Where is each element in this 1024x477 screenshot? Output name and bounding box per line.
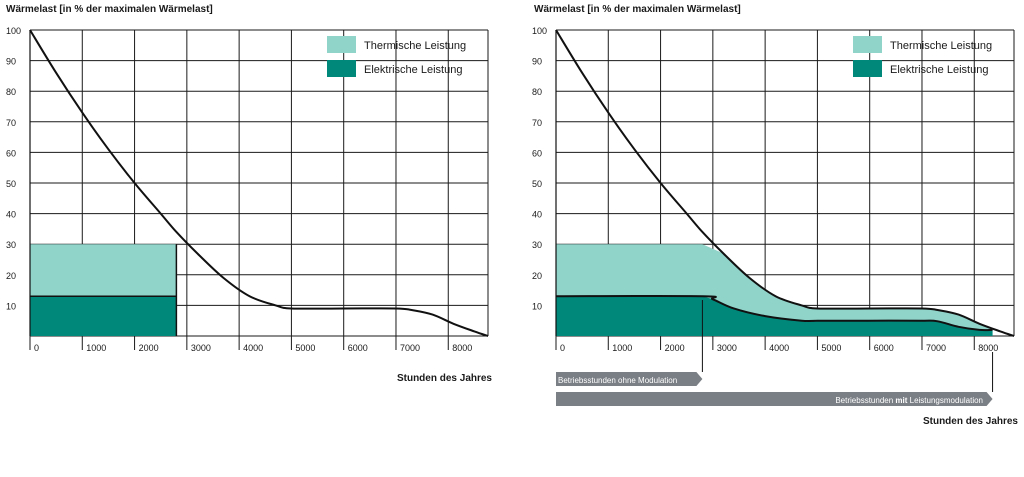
y-tick-label: 50 <box>532 179 542 189</box>
chart-right-arrows: Betriebsstunden ohne Modulation Betriebs… <box>556 300 994 406</box>
y-tick-label: 70 <box>6 118 16 128</box>
chart-left-areas <box>30 244 177 336</box>
y-tick-label: 60 <box>6 148 16 158</box>
y-tick-label: 100 <box>6 26 21 36</box>
chart-left-title: Wärmelast [in % der maximalen Wärmelast] <box>6 4 213 15</box>
legend-label-thermal: Thermische Leistung <box>364 40 466 52</box>
chart-right-x-label: Stunden des Jahres <box>923 416 1018 427</box>
x-tick-label: 6000 <box>874 343 894 353</box>
x-tick-label: 0 <box>560 343 565 353</box>
y-tick-label: 20 <box>6 271 16 281</box>
x-tick-label: 7000 <box>926 343 946 353</box>
chart-left-x-label: Stunden des Jahres <box>397 373 492 384</box>
chart-right-y-ticks: 10 20 30 40 50 60 70 80 90 100 <box>532 26 547 311</box>
x-tick-label: 5000 <box>295 343 315 353</box>
area-electrical <box>556 296 993 336</box>
electrical-curve <box>555 294 993 332</box>
x-tick-label: 1000 <box>612 343 632 353</box>
chart-right-curves <box>555 29 1015 337</box>
chart-right: Wärmelast [in % der maximalen Wärmelast]… <box>532 4 1018 427</box>
arrow-without-modulation <box>556 372 703 386</box>
y-tick-label: 40 <box>532 210 542 220</box>
x-tick-label: 3000 <box>191 343 211 353</box>
x-tick-label: 2000 <box>139 343 159 353</box>
y-tick-label: 80 <box>532 87 542 97</box>
chart-left-legend: Thermische Leistung Elektrische Leistung <box>327 36 466 77</box>
legend-swatch-thermal <box>853 36 882 53</box>
y-tick-label: 50 <box>6 179 16 189</box>
chart-right-title: Wärmelast [in % der maximalen Wärmelast] <box>534 4 741 15</box>
chart-left-y-ticks: 10 20 30 40 50 60 70 80 90 100 <box>6 26 21 311</box>
legend-label-thermal: Thermische Leistung <box>890 40 992 52</box>
x-tick-label: 5000 <box>821 343 841 353</box>
y-tick-label: 90 <box>6 57 16 67</box>
load-duration-curve <box>555 29 1015 337</box>
chart-left-x-ticks: 0 1000 2000 3000 4000 5000 6000 7000 8000 <box>34 343 472 353</box>
y-tick-label: 60 <box>532 148 542 158</box>
y-tick-label: 30 <box>6 240 16 250</box>
x-tick-label: 7000 <box>400 343 420 353</box>
y-tick-label: 10 <box>532 301 542 311</box>
chart-right-areas <box>556 244 993 336</box>
x-tick-label: 1000 <box>86 343 106 353</box>
legend-swatch-electrical <box>853 60 882 77</box>
legend-swatch-thermal <box>327 36 356 53</box>
x-tick-label: 4000 <box>769 343 789 353</box>
x-tick-label: 0 <box>34 343 39 353</box>
x-tick-label: 3000 <box>717 343 737 353</box>
y-tick-label: 30 <box>532 240 542 250</box>
arrow-without-modulation-label: Betriebsstunden ohne Modulation <box>558 376 677 385</box>
x-tick-label: 6000 <box>348 343 368 353</box>
x-tick-label: 8000 <box>452 343 472 353</box>
chart-left-curves <box>29 29 489 337</box>
legend-label-electrical: Elektrische Leistung <box>364 64 462 76</box>
y-tick-label: 90 <box>532 57 542 67</box>
x-tick-label: 4000 <box>243 343 263 353</box>
x-tick-label: 2000 <box>665 343 685 353</box>
chart-right-x-ticks: 0 1000 2000 3000 4000 5000 6000 7000 8000 <box>560 343 998 353</box>
chart-right-legend: Thermische Leistung Elektrische Leistung <box>853 36 992 77</box>
y-tick-label: 20 <box>532 271 542 281</box>
y-tick-label: 10 <box>6 301 16 311</box>
arrow-with-modulation-label-bold: mit <box>895 396 907 405</box>
legend-label-electrical: Elektrische Leistung <box>890 64 988 76</box>
x-tick-label: 8000 <box>978 343 998 353</box>
chart-left: Wärmelast [in % der maximalen Wärmelast]… <box>6 4 492 384</box>
arrow-with-modulation <box>556 392 993 406</box>
y-tick-label: 80 <box>6 87 16 97</box>
legend-swatch-electrical <box>327 60 356 77</box>
load-duration-curve <box>29 29 489 337</box>
arrow-with-modulation-label-a: Betriebsstunden <box>835 396 895 405</box>
area-electrical <box>30 296 177 336</box>
y-tick-label: 70 <box>532 118 542 128</box>
arrow-with-modulation-label: Betriebsstunden mit Leistungsmodulation <box>835 396 983 405</box>
y-tick-label: 100 <box>532 26 547 36</box>
arrow-with-modulation-label-b: Leistungsmodulation <box>907 396 983 405</box>
y-tick-label: 40 <box>6 210 16 220</box>
